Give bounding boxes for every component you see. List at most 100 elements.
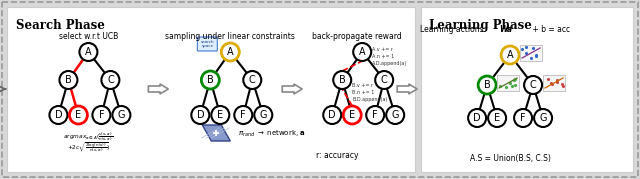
Point [520, 52, 531, 55]
Circle shape [501, 46, 519, 64]
Circle shape [514, 109, 532, 127]
Circle shape [234, 106, 252, 124]
Circle shape [353, 43, 371, 61]
Point [504, 82, 515, 85]
Circle shape [366, 106, 384, 124]
FancyBboxPatch shape [197, 37, 218, 51]
Text: F: F [241, 110, 246, 120]
Point [552, 78, 562, 81]
Point [495, 84, 505, 87]
Point [500, 86, 511, 89]
Text: B: B [484, 80, 490, 90]
Circle shape [113, 106, 131, 124]
Circle shape [202, 71, 220, 89]
Circle shape [534, 109, 552, 127]
Point [521, 46, 531, 49]
FancyBboxPatch shape [497, 75, 519, 91]
Text: search
space: search space [200, 40, 214, 48]
Text: Search Phase: Search Phase [17, 19, 106, 32]
Polygon shape [397, 84, 417, 94]
Circle shape [468, 109, 486, 127]
Circle shape [221, 43, 239, 61]
Text: D: D [54, 110, 62, 120]
Text: D: D [196, 110, 204, 120]
Text: D: D [328, 110, 336, 120]
Text: A: A [507, 50, 513, 60]
Text: G: G [540, 113, 547, 123]
Circle shape [60, 71, 77, 89]
Point [509, 79, 519, 82]
Circle shape [375, 71, 393, 89]
Circle shape [69, 106, 88, 124]
Text: G: G [260, 110, 267, 120]
Text: $+ 2c\sqrt{\frac{2\log(n(s))}{n(s,a)}})$: $+ 2c\sqrt{\frac{2\log(n(s))}{n(s,a)}})$ [67, 141, 110, 154]
Text: G: G [118, 110, 125, 120]
Text: C: C [530, 80, 536, 90]
Text: E: E [494, 113, 500, 123]
Point [547, 83, 557, 85]
Text: C: C [107, 75, 114, 85]
Text: A: A [85, 47, 92, 57]
FancyBboxPatch shape [520, 45, 542, 61]
Text: B: B [65, 75, 72, 85]
Text: D: D [474, 113, 481, 123]
Text: + b = acc: + b = acc [530, 25, 570, 34]
Text: B.v += r: B.v += r [352, 83, 373, 88]
Point [517, 48, 527, 50]
Polygon shape [202, 125, 230, 141]
Text: C: C [249, 75, 255, 85]
Circle shape [343, 106, 361, 124]
Text: F: F [372, 110, 378, 120]
Text: A: A [359, 47, 365, 57]
Text: Learning actions:: Learning actions: [420, 25, 488, 34]
Point [546, 82, 556, 85]
Point [510, 78, 520, 81]
Circle shape [243, 71, 261, 89]
Point [506, 85, 516, 88]
Text: E: E [76, 110, 81, 120]
Circle shape [333, 71, 351, 89]
Text: A.v += r: A.v += r [372, 47, 393, 52]
FancyBboxPatch shape [421, 7, 633, 172]
Point [526, 57, 536, 60]
Circle shape [49, 106, 67, 124]
Text: E: E [349, 110, 355, 120]
Text: r: accuracy: r: accuracy [316, 151, 358, 160]
Text: A.D.append(a): A.D.append(a) [372, 61, 408, 66]
Text: A: A [227, 47, 234, 57]
FancyBboxPatch shape [8, 7, 415, 172]
Circle shape [524, 76, 542, 94]
Text: B: B [207, 75, 214, 85]
Text: Learning Phase: Learning Phase [429, 19, 532, 32]
Circle shape [191, 106, 209, 124]
Text: A.S = Union(B.S, C.S): A.S = Union(B.S, C.S) [470, 154, 550, 163]
Text: G: G [392, 110, 399, 120]
Text: F: F [99, 110, 104, 120]
Circle shape [488, 109, 506, 127]
Polygon shape [148, 84, 168, 94]
Point [552, 80, 562, 83]
Text: select w.r.t UCB: select w.r.t UCB [59, 32, 118, 41]
Text: F: F [520, 113, 526, 123]
Text: sampling under linear constraints: sampling under linear constraints [165, 32, 295, 41]
Text: $\pi_{rand}$ $\rightarrow$ network, $\mathbf{a}$: $\pi_{rand}$ $\rightarrow$ network, $\ma… [238, 129, 306, 139]
FancyBboxPatch shape [543, 75, 565, 91]
Text: B.D.append(a): B.D.append(a) [352, 97, 388, 102]
Circle shape [101, 71, 120, 89]
Circle shape [92, 106, 110, 124]
Point [531, 54, 541, 57]
Point [557, 82, 568, 85]
Circle shape [386, 106, 404, 124]
Circle shape [323, 106, 341, 124]
Circle shape [254, 106, 272, 124]
Point [543, 77, 553, 80]
Point [510, 83, 520, 86]
Circle shape [478, 76, 496, 94]
Circle shape [211, 106, 229, 124]
Text: B: B [339, 75, 346, 85]
Text: E: E [217, 110, 223, 120]
Polygon shape [282, 84, 302, 94]
Text: back-propagate reward: back-propagate reward [312, 32, 402, 41]
Text: Wa: Wa [500, 25, 513, 34]
Text: A.n += 1: A.n += 1 [372, 54, 394, 59]
